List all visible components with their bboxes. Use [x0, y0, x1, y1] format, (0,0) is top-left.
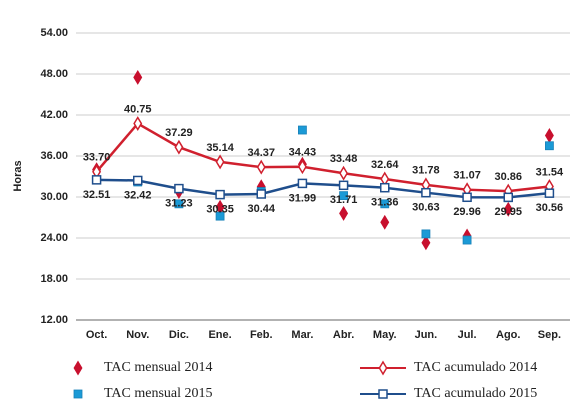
y-tick-label: 48.00	[40, 68, 68, 80]
x-tick-label: Abr.	[333, 329, 354, 341]
data-label: 31.54	[536, 166, 564, 178]
line-point	[380, 182, 390, 193]
data-label: 34.37	[247, 147, 275, 159]
x-tick-label: Ene.	[208, 329, 231, 341]
x-tick-label: Ago.	[496, 329, 520, 341]
point	[298, 125, 307, 135]
line-point	[256, 159, 266, 175]
data-label: 37.29	[165, 127, 193, 139]
legend-marker	[73, 360, 83, 376]
x-tick-label: Sep.	[538, 329, 561, 341]
series-line	[96, 178, 550, 199]
data-label: 30.86	[494, 171, 522, 183]
legend-label: TAC acumulado 2014	[414, 360, 537, 375]
line-point	[544, 188, 555, 198]
line-point	[297, 159, 307, 175]
data-label: 29.95	[494, 206, 522, 218]
data-label: 33.48	[330, 153, 358, 165]
x-tick-label: Jun.	[415, 329, 438, 341]
data-label: 30.63	[412, 202, 440, 214]
data-label: 30.56	[536, 202, 564, 214]
data-label: 32.64	[371, 159, 399, 171]
point	[380, 214, 390, 230]
line-point	[421, 187, 431, 198]
point	[462, 235, 472, 245]
point	[545, 141, 554, 151]
x-tick-label: Mar.	[291, 329, 313, 341]
y-axis-label: Horas	[12, 160, 24, 191]
data-label: 34.43	[289, 147, 317, 159]
data-label: 30.44	[247, 203, 275, 215]
x-tick-label: Dic.	[169, 329, 189, 341]
legend-marker	[378, 360, 388, 376]
data-label: 32.42	[124, 189, 152, 201]
point	[503, 201, 513, 217]
point	[339, 205, 349, 221]
line-point	[338, 180, 349, 191]
point	[339, 191, 348, 201]
x-tick-label: Jul.	[458, 329, 477, 341]
y-tick-label: 30.00	[40, 191, 68, 203]
line-point	[462, 192, 472, 203]
y-tick-label: 42.00	[40, 109, 68, 121]
legend-marker	[73, 389, 83, 399]
point	[133, 69, 143, 85]
legend-label: TAC mensual 2015	[104, 386, 213, 401]
data-label: 31.78	[412, 165, 440, 177]
point	[421, 229, 431, 239]
point	[215, 211, 225, 221]
point	[544, 128, 554, 143]
line-point	[133, 116, 143, 131]
y-tick-label: 36.00	[40, 150, 68, 162]
line-point	[256, 189, 266, 199]
data-label: 32.51	[83, 189, 111, 201]
line-point	[339, 165, 349, 181]
line-point	[215, 154, 225, 170]
legend-marker	[378, 389, 388, 399]
y-tick-label: 54.00	[40, 27, 68, 39]
line-point	[215, 189, 225, 200]
series-line	[95, 121, 550, 193]
data-label: 35.14	[206, 142, 234, 154]
data-label: 29.96	[453, 206, 481, 218]
line-point	[174, 183, 184, 194]
data-label: 33.70	[83, 152, 111, 164]
line-point	[91, 175, 102, 185]
y-tick-label: 12.00	[40, 314, 68, 326]
data-label: 30.35	[206, 204, 234, 216]
line-point	[503, 192, 513, 203]
data-label: 31.99	[289, 192, 317, 204]
data-label: 31.71	[330, 194, 358, 206]
legend-label: TAC mensual 2014	[104, 360, 213, 375]
data-label: 40.75	[124, 103, 152, 115]
x-tick-label: Oct.	[86, 329, 107, 341]
line-point	[297, 178, 308, 189]
point	[380, 199, 390, 209]
point	[421, 235, 431, 251]
data-label: 31.23	[165, 198, 193, 210]
y-tick-label: 24.00	[40, 232, 68, 244]
data-label: 31.07	[453, 170, 481, 182]
line-point	[174, 139, 184, 155]
y-tick-label: 18.00	[40, 273, 68, 285]
legend-label: TAC acumulado 2015	[414, 386, 537, 401]
line-point	[133, 175, 143, 186]
x-tick-label: Nov.	[126, 329, 149, 341]
data-label: 31.36	[371, 197, 399, 209]
x-tick-label: Feb.	[250, 329, 273, 341]
point	[174, 199, 184, 209]
x-tick-label: May.	[373, 329, 397, 341]
